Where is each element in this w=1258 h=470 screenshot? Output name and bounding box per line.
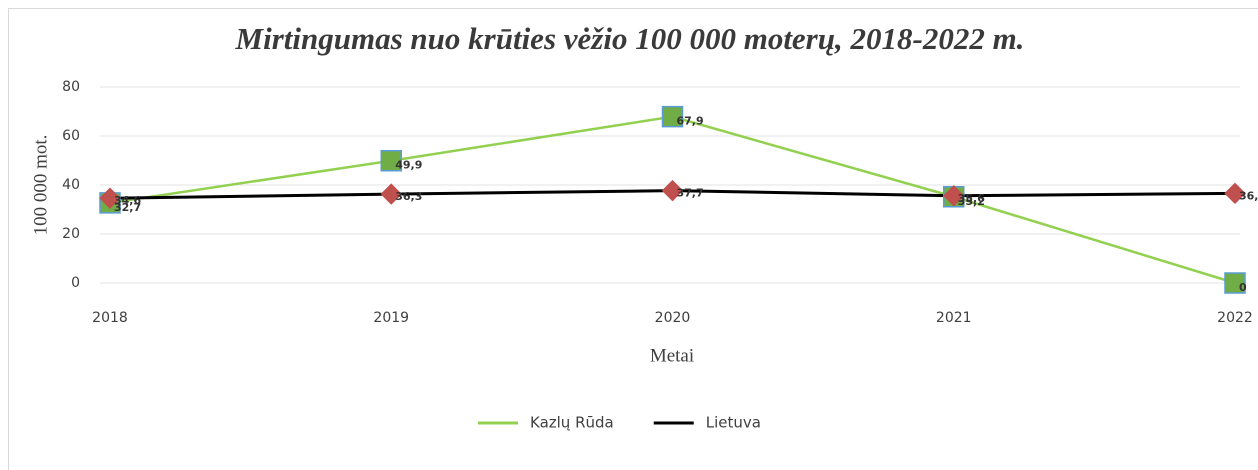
- data-label: 49,9: [395, 159, 422, 172]
- data-label: 32,7: [114, 201, 141, 214]
- marker: [661, 105, 684, 128]
- marker: [1224, 182, 1246, 205]
- marker: [380, 149, 402, 172]
- y-tick-label: 80: [62, 79, 80, 95]
- data-label: 34,6: [114, 194, 141, 207]
- data-label: 36,3: [395, 190, 422, 203]
- x-tick-label: 2021: [936, 310, 972, 326]
- data-label: 35,6: [958, 192, 985, 205]
- legend-label: Lietuva: [706, 414, 761, 432]
- y-tick-label: 0: [71, 275, 80, 291]
- chart-title: Mirtingumas nuo krūties vėžio 100 000 mo…: [235, 21, 1025, 56]
- data-label: 0: [1239, 281, 1247, 294]
- y-tick-label: 20: [62, 226, 80, 242]
- marker: [380, 183, 402, 205]
- data-label: 36,6: [1239, 189, 1258, 202]
- x-tick-label: 2019: [373, 310, 409, 326]
- marker: [943, 185, 965, 207]
- y-tick-label: 60: [62, 128, 80, 144]
- data-label: 67,9: [677, 115, 704, 128]
- x-tick-label: 2018: [92, 310, 128, 326]
- y-axis-label: 100 000 mot.: [30, 135, 51, 236]
- x-tick-label: 2022: [1217, 310, 1253, 326]
- data-label: 37,7: [677, 187, 704, 200]
- chart-border: [8, 8, 1258, 470]
- data-label: 35,2: [958, 195, 985, 208]
- x-axis-label: Metai: [650, 345, 694, 366]
- legend-label: Kazlų Rūda: [530, 414, 614, 432]
- y-tick-label: 40: [62, 177, 80, 193]
- x-tick-label: 2020: [655, 310, 691, 326]
- marker: [1224, 272, 1246, 294]
- marker: [99, 187, 121, 209]
- marker: [661, 179, 684, 202]
